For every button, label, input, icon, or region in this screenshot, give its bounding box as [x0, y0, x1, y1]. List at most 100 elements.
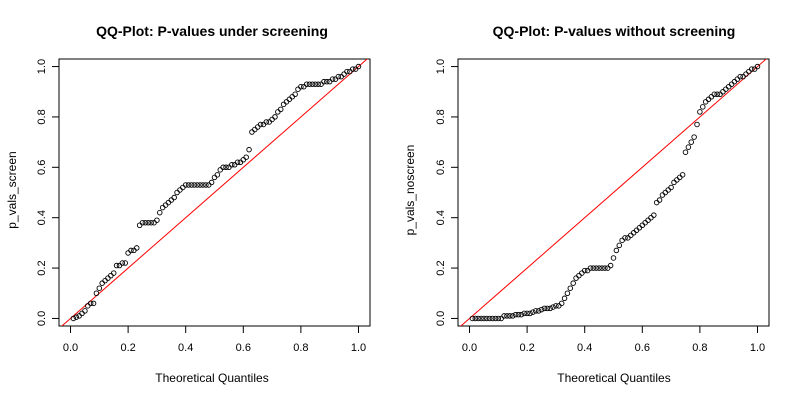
y-tick-label: 0.2 [36, 260, 48, 275]
y-axis-label-no-screening: p_vals_noscreen [403, 145, 417, 236]
data-point [599, 265, 605, 271]
data-point [139, 219, 146, 226]
y-tick-label: 0.4 [36, 210, 48, 225]
data-point [619, 237, 625, 244]
data-point [243, 154, 249, 160]
data-point [105, 275, 111, 281]
data-point [231, 162, 238, 168]
data-point [292, 91, 298, 98]
data-point [495, 315, 502, 322]
data-point [501, 313, 507, 319]
data-point [283, 99, 290, 105]
data-point [630, 230, 637, 236]
data-point [484, 315, 490, 322]
data-point [492, 315, 499, 322]
data-point [481, 315, 487, 322]
data-point [697, 109, 703, 115]
x-tick-label: 1.0 [351, 342, 366, 354]
data-point [102, 277, 108, 284]
data-point [507, 313, 513, 319]
data-point [298, 83, 304, 90]
data-point [567, 285, 574, 291]
data-point [590, 265, 597, 271]
data-point [472, 315, 479, 322]
x-tick-label: 0.2 [519, 342, 534, 354]
y-tick-label: 0.2 [435, 260, 447, 275]
data-point [246, 146, 252, 153]
x-tick-label: 0.6 [635, 342, 650, 354]
y-tick-label: 0.4 [435, 210, 447, 225]
data-point [326, 78, 333, 85]
data-point [131, 247, 137, 254]
data-point [182, 182, 189, 188]
data-point [254, 124, 261, 130]
data-point [159, 204, 166, 211]
x-axis-label-no-screening: Theoretical Quantiles [557, 371, 670, 385]
data-point [587, 265, 594, 271]
x-tick-label: 0.2 [120, 342, 135, 354]
data-point [349, 66, 356, 72]
data-point [87, 300, 94, 307]
data-point [277, 106, 284, 113]
data-point [570, 280, 576, 286]
data-point [151, 219, 157, 226]
data-point [717, 91, 723, 98]
data-point [737, 73, 743, 80]
data-point [122, 260, 128, 266]
data-point [518, 311, 525, 318]
data-point [217, 167, 224, 173]
x-axis-label-screening: Theoretical Quantiles [155, 371, 268, 385]
data-point [119, 260, 126, 266]
data-point [180, 184, 186, 191]
data-point [550, 304, 556, 310]
data-point [524, 310, 530, 317]
data-point [711, 91, 718, 98]
data-point [579, 270, 585, 276]
data-point [220, 164, 226, 171]
data-point [73, 314, 80, 320]
data-point [128, 247, 134, 254]
data-point [561, 295, 568, 302]
data-point [355, 63, 362, 70]
y-tick-label: 0.8 [36, 109, 48, 124]
data-point [165, 199, 172, 206]
data-point [547, 305, 553, 312]
chart-title-no-screening: QQ-Plot: P-values without screening [493, 23, 736, 39]
data-point [272, 114, 278, 120]
data-point [321, 78, 327, 85]
reference-line [61, 59, 368, 326]
y-tick-label: 0.0 [435, 311, 447, 326]
x-tick-label: 1.0 [750, 342, 765, 354]
data-point [197, 182, 203, 188]
data-point [229, 162, 235, 168]
data-point [708, 94, 715, 100]
data-point [705, 96, 712, 103]
data-point [306, 81, 313, 87]
x-tick-label: 0.4 [178, 342, 193, 354]
data-point [347, 68, 353, 75]
x-tick-label: 0.6 [236, 342, 251, 354]
data-point [688, 139, 695, 145]
data-point [679, 172, 686, 178]
data-point [702, 99, 709, 105]
data-point [651, 212, 657, 218]
data-point [613, 247, 620, 254]
data-point [344, 68, 350, 75]
data-point [521, 310, 527, 317]
data-point [720, 88, 726, 95]
data-point [249, 129, 255, 135]
data-point [76, 313, 82, 319]
x-tick-label: 0.0 [462, 342, 477, 354]
data-point [85, 303, 91, 309]
data-point [725, 83, 732, 90]
data-point [748, 66, 755, 72]
data-point [338, 73, 344, 80]
data-point [341, 71, 347, 77]
data-point [656, 197, 663, 203]
data-point [486, 315, 493, 322]
data-point [593, 265, 599, 271]
data-point [642, 219, 648, 226]
data-point [208, 179, 215, 186]
data-point [700, 104, 706, 110]
